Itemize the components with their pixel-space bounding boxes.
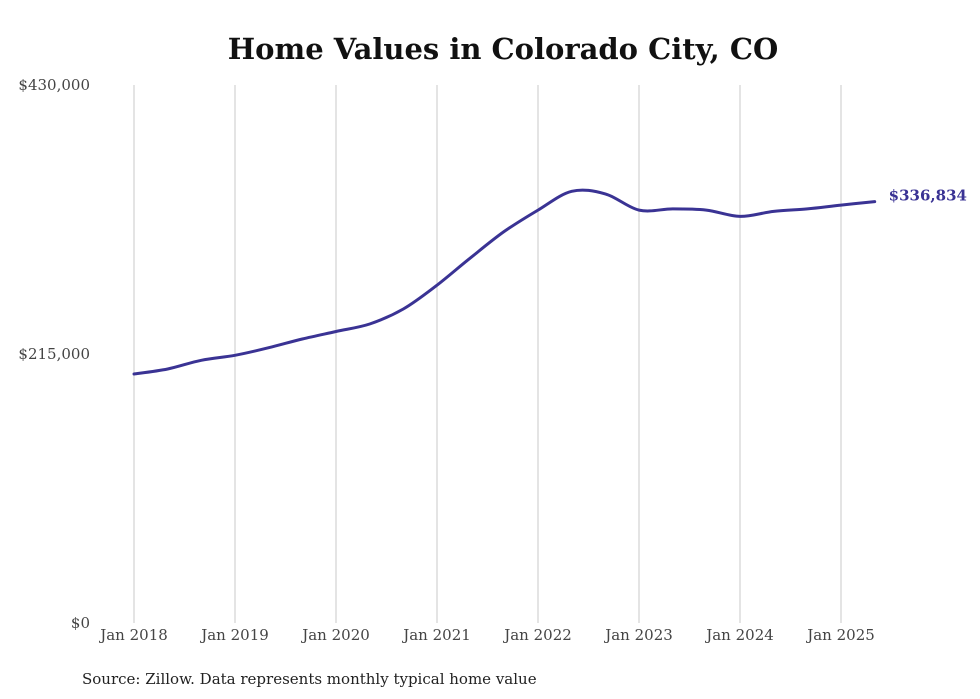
x-tick-label: Jan 2019 xyxy=(199,626,269,644)
y-tick-label: $0 xyxy=(71,614,90,632)
x-tick-label: Jan 2024 xyxy=(704,626,774,644)
series-group: $336,834 xyxy=(132,187,967,376)
y-axis: $0 $215,000 $430,000 xyxy=(18,76,90,632)
x-tick-label: Jan 2022 xyxy=(502,626,572,644)
series-line xyxy=(132,188,877,376)
y-tick-label: $430,000 xyxy=(18,76,90,94)
x-tick-label: Jan 2021 xyxy=(401,626,471,644)
end-value-label: $336,834 xyxy=(889,187,967,205)
x-tick-label: Jan 2018 xyxy=(98,626,168,644)
source-note: Source: Zillow. Data represents monthly … xyxy=(82,670,537,688)
x-tick-label: Jan 2023 xyxy=(603,626,673,644)
gridlines xyxy=(133,85,842,623)
y-tick-label: $215,000 xyxy=(18,345,90,363)
x-axis: Jan 2018 Jan 2019 Jan 2020 Jan 2021 Jan 2022… xyxy=(98,626,875,644)
x-tick-label: Jan 2025 xyxy=(805,626,875,644)
chart-title: Home Values in Colorado City, CO xyxy=(228,32,778,66)
x-tick-label: Jan 2020 xyxy=(300,626,370,644)
